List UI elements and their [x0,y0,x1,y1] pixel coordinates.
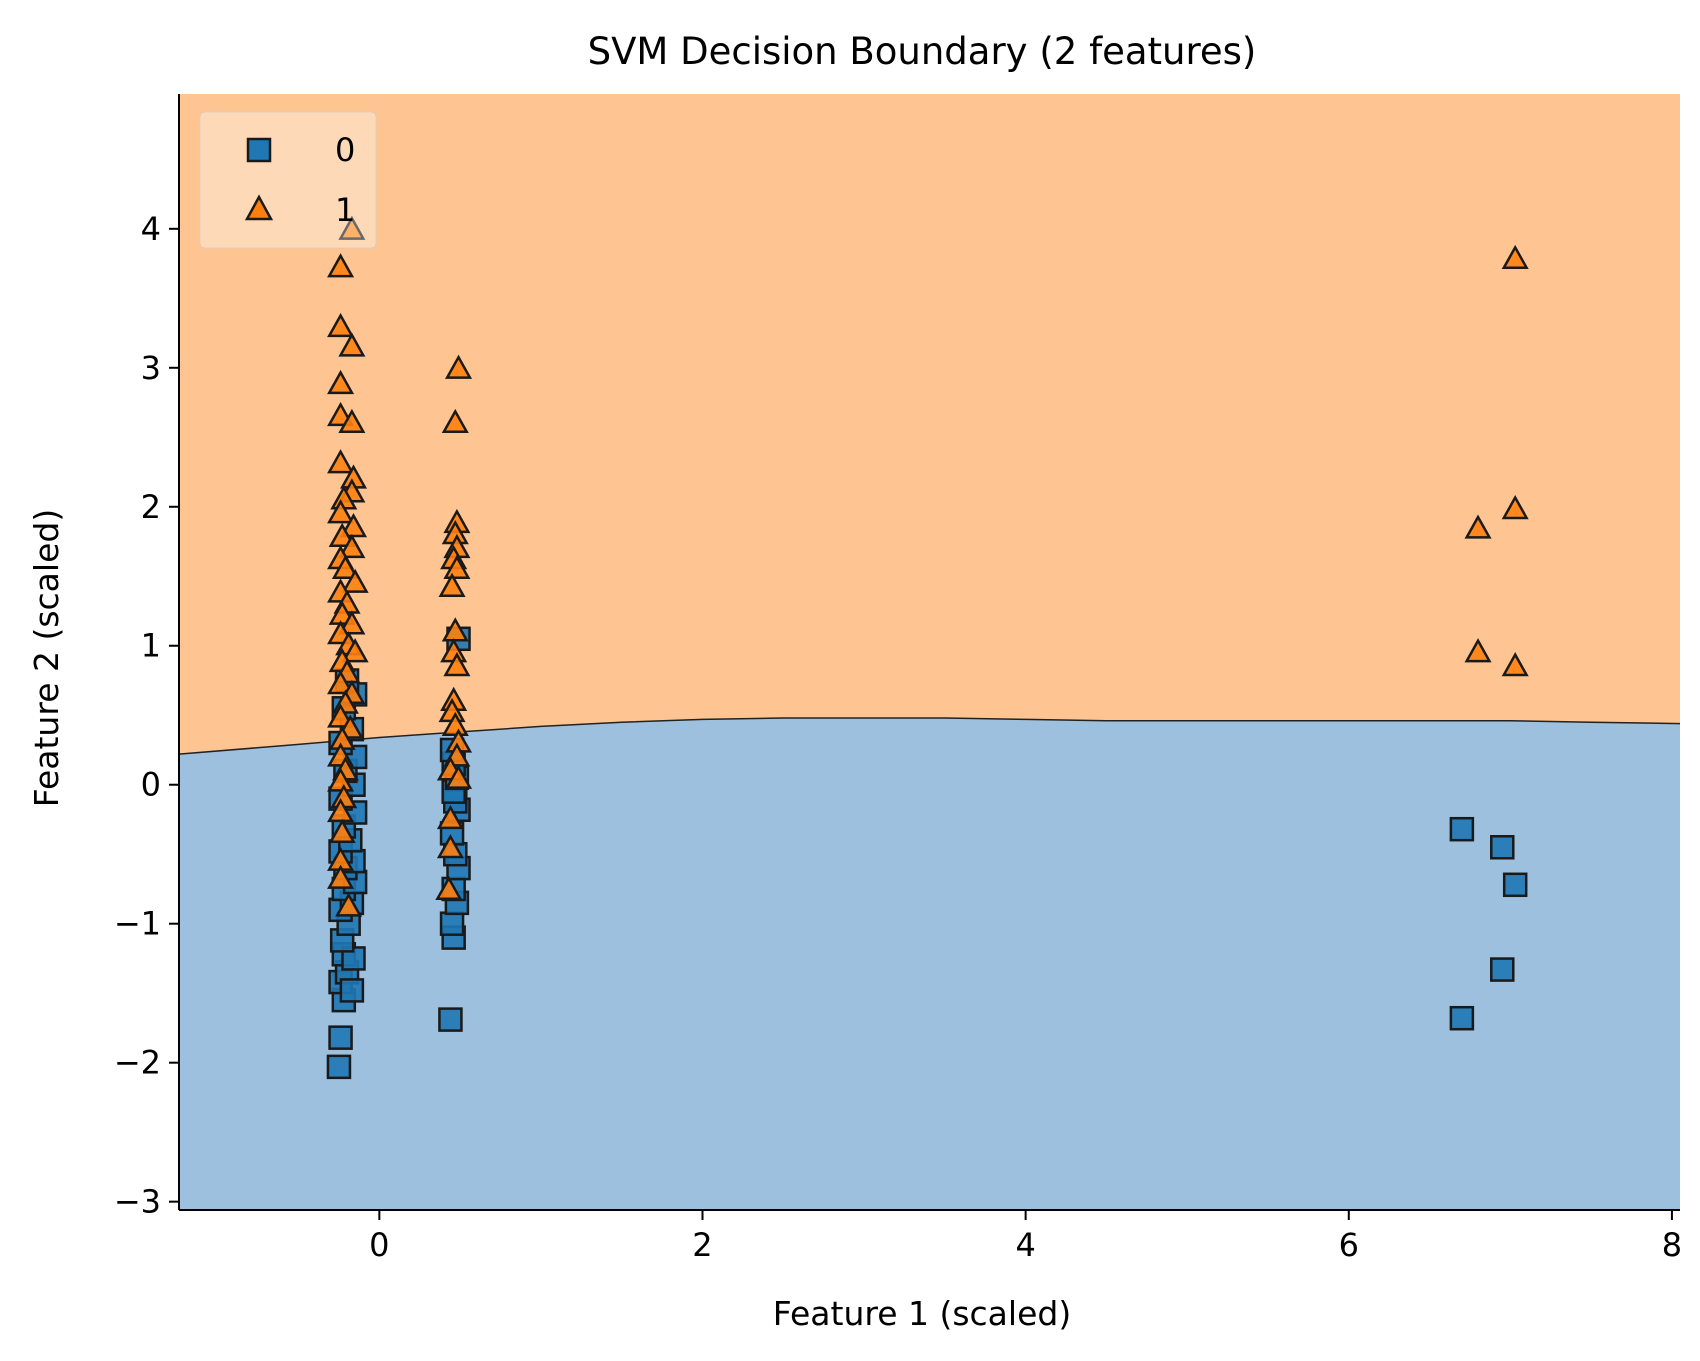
class-0-point [326,1054,352,1080]
x-tick-label: 6 [1339,1226,1359,1264]
class-1-point [331,554,359,579]
class-1-point [436,804,464,830]
class-1-point [338,610,366,635]
y-axis-label: Feature 2 (scaled) [27,509,66,807]
class-1-point [338,533,366,559]
class-1-point [327,797,355,823]
class-0-point [1502,872,1528,898]
class-1-point [1501,494,1529,520]
class-1-point [435,875,463,900]
class-1-point [327,670,355,695]
class-1-point [338,215,366,240]
class-1-point [327,253,355,278]
y-tick-label: −1 [114,905,161,943]
class-1-point [327,449,355,474]
legend-square-marker [246,137,272,163]
y-tick-label: 0 [141,766,161,804]
class-1-point [328,522,356,547]
class-0-point [1449,816,1475,842]
legend-triangle-marker [244,194,274,221]
class-1-point [335,892,363,917]
data-points [326,215,1529,1080]
class-0-point [439,911,465,936]
class-0-region [179,718,1680,1210]
legend-box [199,111,377,249]
x-axis-label: Feature 1 (scaled) [773,1294,1071,1333]
class-1-point [444,764,473,789]
class-1-point [327,499,355,524]
class-1-point [341,568,369,593]
class-1-region [179,94,1680,755]
class-1-point [327,312,355,338]
legend-label-1: 1 [335,191,355,229]
class-1-point [339,513,368,538]
class-1-point [441,408,469,434]
class-1-point [338,332,366,357]
x-tick-label: 2 [692,1226,712,1264]
class-1-point [1501,652,1529,677]
chart-title: SVM Decision Boundary (2 features) [588,30,1257,73]
x-tick-label: 0 [369,1226,389,1264]
class-1-point [436,834,464,859]
class-1-point [441,617,469,642]
class-1-point [1464,514,1492,539]
class-1-point [443,554,471,579]
class-0-point [1490,957,1515,982]
x-tick-label: 8 [1662,1226,1682,1264]
class-0-point [438,1007,463,1032]
class-0-point [1449,1005,1475,1031]
class-0-point [1490,835,1515,860]
class-1-point [327,369,355,395]
class-1-point [444,354,473,379]
x-tick-label: 4 [1015,1226,1035,1264]
y-tick-label: 3 [141,349,161,387]
y-tick-label: 1 [141,627,161,665]
class-1-point [443,652,471,677]
class-1-point [328,818,356,844]
legend-label-0: 0 [335,131,355,169]
class-1-point [341,638,369,663]
class-0-point [339,978,365,1003]
y-tick-label: −2 [114,1044,161,1082]
class-1-point [1464,638,1492,663]
class-0-point [328,1025,353,1050]
y-tick-label: 4 [141,210,161,248]
y-tick-label: 2 [141,488,161,526]
class-1-point [1501,244,1529,270]
class-1-point [327,864,355,889]
class-1-point [338,408,366,434]
y-tick-label: −3 [114,1183,161,1221]
decision-regions [179,94,1680,1210]
class-1-point [327,703,355,728]
legend: 01 [199,111,377,249]
class-1-point [438,572,466,598]
